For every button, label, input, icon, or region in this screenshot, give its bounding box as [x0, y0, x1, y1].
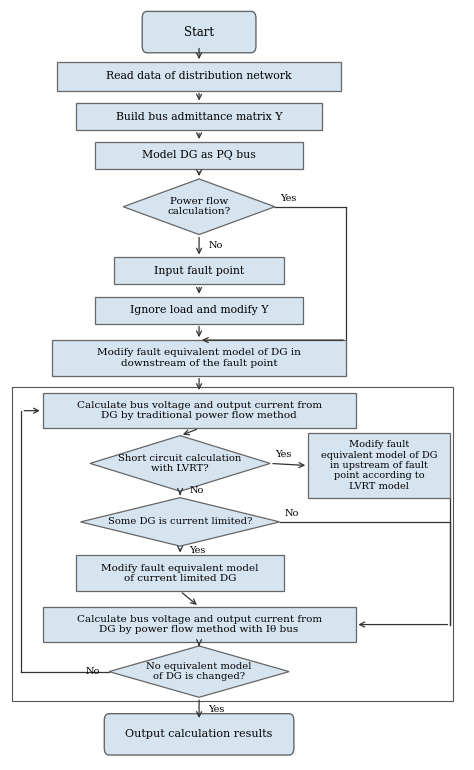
FancyBboxPatch shape: [142, 12, 256, 53]
Text: Read data of distribution network: Read data of distribution network: [106, 72, 292, 82]
Text: Modify fault equivalent model of DG in
downstream of the fault point: Modify fault equivalent model of DG in d…: [97, 348, 301, 367]
FancyBboxPatch shape: [114, 257, 284, 284]
Polygon shape: [109, 646, 289, 698]
Text: No: No: [85, 667, 100, 676]
Text: No: No: [209, 242, 223, 250]
FancyBboxPatch shape: [95, 296, 303, 323]
Text: Start: Start: [184, 25, 214, 38]
Text: Yes: Yes: [190, 546, 206, 555]
Text: Model DG as PQ bus: Model DG as PQ bus: [142, 150, 256, 160]
Text: No equivalent model
of DG is changed?: No equivalent model of DG is changed?: [146, 662, 252, 681]
Text: Calculate bus voltage and output current from
DG by power flow method with Iθ bu: Calculate bus voltage and output current…: [76, 615, 322, 634]
FancyBboxPatch shape: [76, 555, 284, 591]
Polygon shape: [90, 436, 270, 491]
Text: Modify fault equivalent model
of current limited DG: Modify fault equivalent model of current…: [101, 564, 259, 583]
FancyBboxPatch shape: [76, 103, 322, 130]
Text: Calculate bus voltage and output current from
DG by traditional power flow metho: Calculate bus voltage and output current…: [76, 401, 322, 420]
Text: Short circuit calculation
with LVRT?: Short circuit calculation with LVRT?: [118, 454, 242, 473]
Text: Output calculation results: Output calculation results: [126, 729, 273, 739]
Text: Ignore load and modify Y: Ignore load and modify Y: [130, 305, 268, 315]
Polygon shape: [123, 179, 275, 235]
FancyBboxPatch shape: [43, 607, 356, 642]
Text: Modify fault
equivalent model of DG
in upstream of fault
point according to
LVRT: Modify fault equivalent model of DG in u…: [321, 440, 438, 490]
Text: Input fault point: Input fault point: [154, 266, 244, 276]
FancyBboxPatch shape: [52, 340, 346, 376]
FancyBboxPatch shape: [104, 714, 294, 755]
Text: No: No: [190, 487, 204, 495]
Polygon shape: [81, 497, 280, 546]
Text: Power flow
calculation?: Power flow calculation?: [167, 197, 231, 216]
FancyBboxPatch shape: [308, 434, 450, 497]
Text: Yes: Yes: [275, 450, 292, 460]
Text: Some DG is current limited?: Some DG is current limited?: [108, 517, 252, 527]
Text: Build bus admittance matrix Y: Build bus admittance matrix Y: [116, 112, 283, 122]
FancyBboxPatch shape: [95, 142, 303, 169]
Text: Yes: Yes: [280, 194, 296, 203]
FancyBboxPatch shape: [43, 393, 356, 428]
Text: Yes: Yes: [209, 705, 225, 714]
FancyBboxPatch shape: [57, 62, 341, 91]
Text: No: No: [284, 509, 299, 518]
